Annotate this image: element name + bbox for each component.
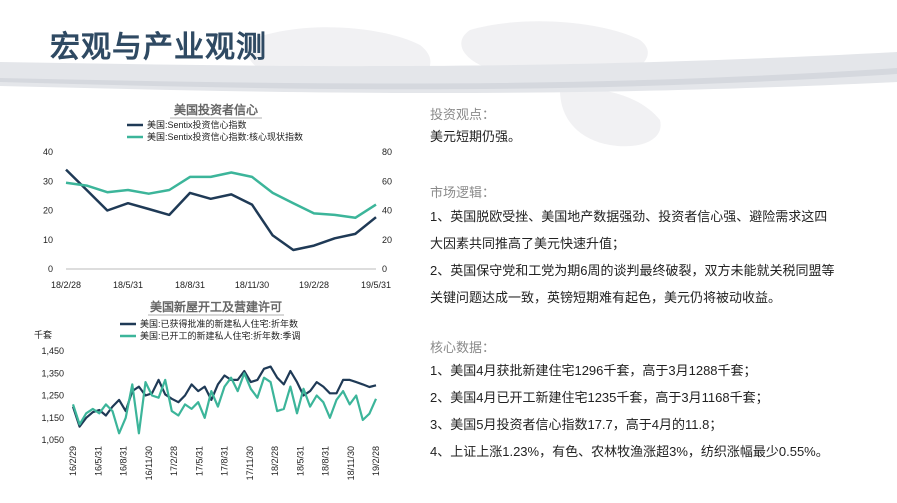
- core-item-2: 2、美国4月已开工新建住宅1235千套，高于3月1168千套；: [430, 390, 769, 405]
- chart1-y-left-tick: 30: [43, 176, 53, 186]
- chart1-x-tick: 19/2/28: [299, 280, 329, 290]
- core-item-3: 3、美国5月投资者信心指数17.7，高于4月的11.8；: [430, 417, 723, 432]
- chart2-x-tick: 16/2/29: [68, 446, 78, 476]
- page-title: 宏观与产业观测: [50, 31, 267, 64]
- chart1-y-right-tick: 60: [382, 176, 392, 186]
- logic-label: 市场逻辑：: [430, 185, 496, 200]
- chart1-y-right-tick: 80: [382, 147, 392, 157]
- chart2-x-tick: 16/5/31: [93, 446, 103, 476]
- chart1-series-line-2: [65, 171, 377, 220]
- chart1-x-tick: 18/2/28: [51, 280, 81, 290]
- chart2-x-tick: 19/2/28: [371, 446, 381, 476]
- chart2-y-tick: 1,050: [41, 435, 64, 445]
- chart2-series-line-1: [71, 365, 377, 428]
- chart1-y-left-tick: 0: [48, 264, 53, 274]
- view-text: 美元短期仍强。: [430, 129, 522, 144]
- chart2-x-tick: 17/2/28: [169, 446, 179, 476]
- chart1-legend-label-2: 美国:Sentix投资信心指数:核心现状指数: [147, 131, 303, 142]
- chart1-legend-label-1: 美国:Sentix投资信心指数: [147, 119, 247, 130]
- chart1-y-left-tick: 10: [43, 235, 53, 245]
- chart1-y-left-tick: 40: [43, 147, 53, 157]
- chart2-x-tick: 16/8/31: [119, 446, 129, 476]
- chart1-x-tick: 19/5/31: [361, 280, 391, 290]
- chart2-x-tick: 17/8/31: [220, 446, 230, 476]
- chart2-x-tick: 16/11/30: [144, 446, 154, 480]
- chart2-legend-label-1: 美国:已获得批准的新建私人住宅:折年数: [140, 318, 298, 329]
- chart1-y-right-tick: 0: [382, 264, 387, 274]
- chart2-y-tick: 1,250: [41, 391, 64, 401]
- core-label: 核心数据：: [430, 340, 496, 355]
- chart2-y-tick: 1,150: [41, 413, 64, 423]
- chart1-y-right-tick: 40: [382, 206, 392, 216]
- chart2-y-tick: 1,450: [41, 346, 64, 356]
- chart1-x-tick: 18/8/31: [175, 280, 205, 290]
- chart2-title: 美国新屋开工及营建许可: [150, 299, 282, 314]
- chart1-x-tick: 18/5/31: [113, 280, 143, 290]
- logic-item-1: 1、英国脱欧受挫、美国地产数据强劲、投资者信心强、避险需求这四大因素共同推高了美…: [430, 209, 828, 251]
- chart2-x-tick: 18/8/31: [321, 446, 331, 476]
- core-item-4: 4、上证上涨1.23%，有色、农林牧渔涨超3%，纺织涨幅最少0.55%。: [430, 444, 829, 459]
- chart2-x-tick: 17/5/31: [194, 446, 204, 476]
- chart1-y-left-tick: 20: [43, 206, 53, 216]
- chart2-y-unit: 千套: [34, 329, 52, 340]
- chart2-x-tick: 17/11/30: [245, 446, 255, 480]
- chart2-x-tick: 18/11/30: [346, 446, 356, 480]
- view-label: 投资观点：: [430, 107, 496, 122]
- chart2-series-line-2: [71, 372, 378, 435]
- chart2-y-tick: 1,350: [41, 368, 64, 378]
- core-item-1: 1、美国4月获批新建住宅1296千套，高于3月1288千套；: [430, 363, 757, 378]
- chart1-y-right-tick: 20: [382, 235, 392, 245]
- chart1-series-line-1: [65, 168, 377, 252]
- chart2-x-tick: 18/5/31: [295, 446, 305, 476]
- logic-item-2: 2、英国保守党和工党为期6周的谈判最终破裂，双方未能就关税同盟等关键问题达成一致…: [430, 263, 835, 305]
- chart2-legend-label-2: 美国:已开工的新建私人住宅:折年数:季调: [140, 330, 301, 341]
- chart1-title: 美国投资者信心: [174, 102, 258, 117]
- chart2-x-tick: 18/2/28: [270, 446, 280, 476]
- chart1-x-tick: 18/11/30: [235, 280, 269, 290]
